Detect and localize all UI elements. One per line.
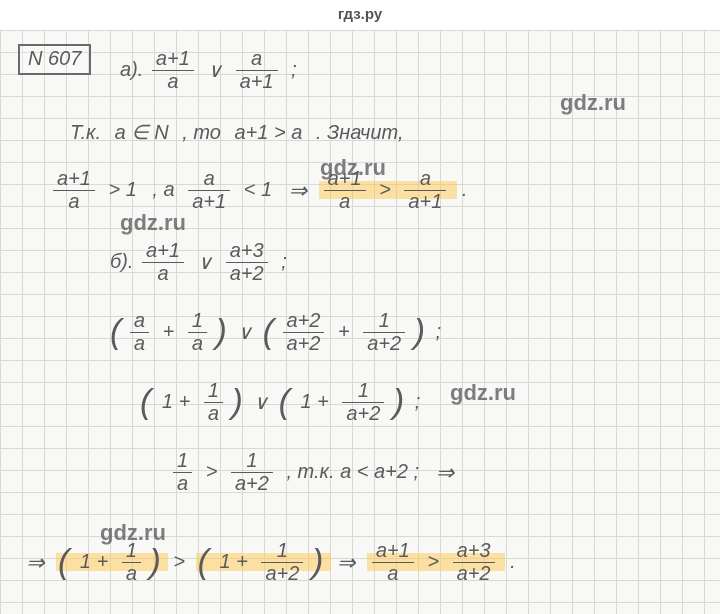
paren-open: ( <box>279 389 290 416</box>
step-line: ( 1 + 1 a ) ∨ ( 1 + 1 a+2 ) ; <box>140 380 425 425</box>
fraction: a a+1 <box>404 168 446 213</box>
part-a-line: a). a+1 a ∨ a a+1 ; <box>120 48 302 93</box>
implies-arrow: ⇒ <box>26 550 44 576</box>
fraction: a a+1 <box>188 168 230 213</box>
fraction: 1 a <box>188 310 207 355</box>
fraction: 1 a <box>173 450 192 495</box>
fraction: a+2 a+2 <box>283 310 325 355</box>
paren-close: ) <box>414 319 425 346</box>
part-a-label: a). <box>120 59 143 81</box>
fraction: a+3 a+2 <box>226 240 268 285</box>
fraction: 1 a+2 <box>363 310 405 355</box>
problem-number-box: N 607 <box>18 44 91 75</box>
paren-open: ( <box>58 549 69 576</box>
step-line: 1 a > 1 a+2 , т.к. a < a+2 ; ⇒ <box>170 450 460 495</box>
implies-arrow: ⇒ <box>337 550 355 576</box>
semicolon: ; <box>291 59 297 82</box>
paren-close: ) <box>312 549 323 576</box>
implies-arrow: ⇒ <box>436 460 454 486</box>
part-b-line: б). a+1 a ∨ a+3 a+2 ; <box>110 240 292 285</box>
paren-open: ( <box>140 389 151 416</box>
header-title: гдз.ру <box>338 6 382 23</box>
paren-close: ) <box>216 319 227 346</box>
compare-symbol: ∨ <box>198 250 213 275</box>
fraction: a a+1 <box>236 48 278 93</box>
fraction: 1 a+2 <box>231 450 273 495</box>
fraction: a+1 a <box>152 48 194 93</box>
paren-close: ) <box>232 389 243 416</box>
fraction: 1 a <box>204 380 223 425</box>
fraction: a+1 a <box>53 168 95 213</box>
part-b-label: б). <box>110 251 133 273</box>
paren-close: ) <box>393 389 404 416</box>
paren-open: ( <box>263 319 274 346</box>
fraction: 1 a+2 <box>342 380 384 425</box>
page-header: гдз.ру <box>0 0 720 30</box>
fraction: a+3 a+2 <box>453 540 495 585</box>
fraction: a a <box>130 310 149 355</box>
fraction: 1 a <box>122 540 141 585</box>
paren-close: ) <box>150 549 161 576</box>
paren-open: ( <box>198 549 209 576</box>
step-line: ( a a + 1 a ) ∨ ( a+2 a+2 + 1 a+2 ) ; <box>110 310 446 355</box>
fraction: a+1 a <box>372 540 414 585</box>
problem-number: N 607 <box>28 48 81 70</box>
paren-open: ( <box>110 319 121 346</box>
compare-symbol: ∨ <box>207 58 222 83</box>
reasoning-line: Т.к. a ∈ N , то a+1 > a . Значит, <box>70 120 404 145</box>
step-line: ⇒ ( 1 + 1 a ) > ( 1 + 1 a+2 ) ⇒ a+1 a > … <box>20 540 521 585</box>
fraction: a+1 a <box>142 240 184 285</box>
fraction: 1 a+2 <box>261 540 303 585</box>
implies-arrow: ⇒ <box>289 178 307 204</box>
reasoning-line: a+1 a > 1 , a a a+1 < 1 ⇒ a+1 a > a a+1 … <box>50 168 472 213</box>
fraction: a+1 a <box>324 168 366 213</box>
